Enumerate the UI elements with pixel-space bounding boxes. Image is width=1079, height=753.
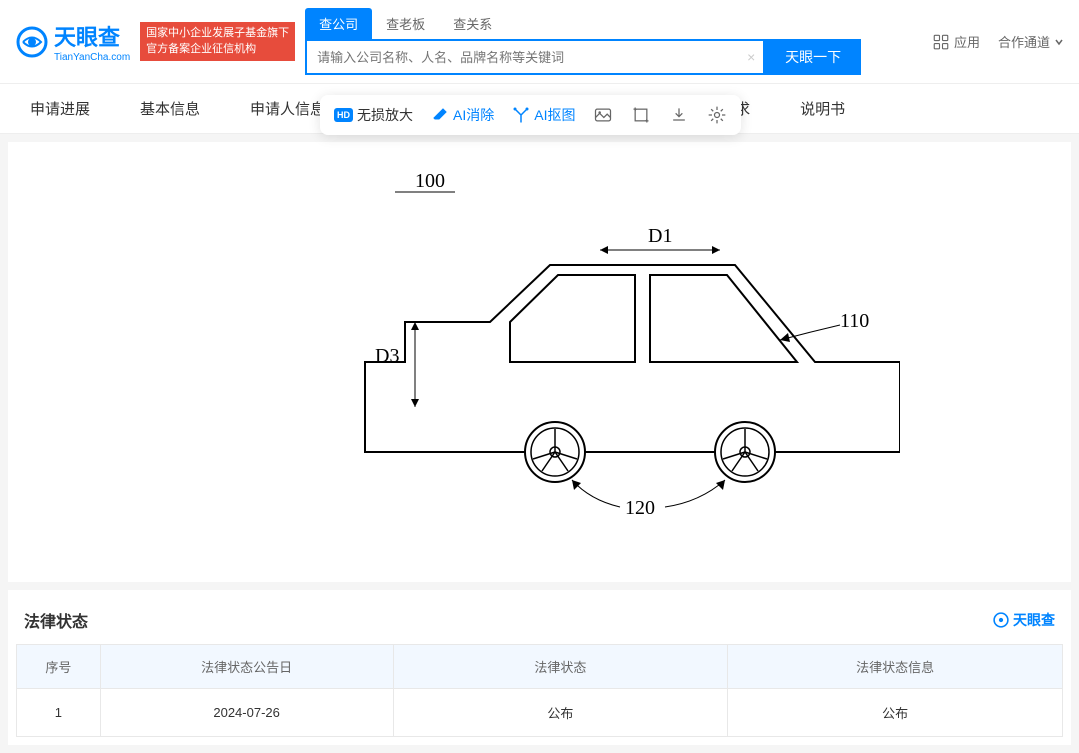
cooperation-label: 合作通道 <box>998 32 1050 51</box>
watermark-logo: 天眼查 <box>992 610 1055 630</box>
cell-date: 2024-07-26 <box>100 689 393 737</box>
content-panel: 100 D1 D3 110 <box>8 142 1071 582</box>
tool-cutout[interactable]: AI抠图 <box>512 105 575 125</box>
apps-icon <box>932 33 950 51</box>
download-icon <box>669 105 689 125</box>
crop-icon <box>631 105 651 125</box>
apps-link[interactable]: 应用 <box>932 32 980 51</box>
badge-line2: 官方备案企业征信机构 <box>146 42 289 57</box>
tab-spec[interactable]: 说明书 <box>800 98 845 133</box>
hd-icon: HD <box>334 108 353 122</box>
badge-line1: 国家中小企业发展子基金旗下 <box>146 26 289 41</box>
diagram-label-100: 100 <box>415 170 445 192</box>
top-bar: 天眼查 TianYanCha.com 国家中小企业发展子基金旗下 官方备案企业征… <box>0 0 1079 84</box>
diagram-label-d1: D1 <box>648 225 672 247</box>
search-tabs: 查公司 查老板 查关系 <box>305 8 861 39</box>
watermark-icon <box>992 611 1010 629</box>
image-toolbar: HD 无损放大 AI消除 AI抠图 <box>320 95 741 135</box>
search-tab-boss[interactable]: 查老板 <box>372 8 439 39</box>
legal-status-table: 序号 法律状态公告日 法律状态 法律状态信息 1 2024-07-26 公布 公… <box>16 644 1063 737</box>
tool-download[interactable] <box>669 105 689 125</box>
diagram-label-d3: D3 <box>375 345 399 367</box>
cell-status: 公布 <box>393 689 728 737</box>
tool-enlarge-label: 无损放大 <box>357 105 413 125</box>
chevron-down-icon <box>1054 37 1064 47</box>
search-area: 查公司 查老板 查关系 × 天眼一下 <box>305 8 861 75</box>
clear-icon[interactable]: × <box>737 39 765 75</box>
col-date: 法律状态公告日 <box>100 645 393 689</box>
cutout-icon <box>512 106 530 124</box>
col-status: 法律状态 <box>393 645 728 689</box>
tool-settings[interactable] <box>707 105 727 125</box>
logo[interactable]: 天眼查 TianYanCha.com <box>15 20 130 63</box>
tab-applicant[interactable]: 申请人信息 <box>250 98 325 133</box>
wheel-front <box>525 422 585 482</box>
patent-diagram: 100 D1 D3 110 <box>180 162 900 522</box>
apps-label: 应用 <box>954 32 980 51</box>
diagram-label-110: 110 <box>840 310 869 332</box>
wheel-rear <box>715 422 775 482</box>
tool-cutout-label: AI抠图 <box>534 105 575 125</box>
search-tab-company[interactable]: 查公司 <box>305 8 372 39</box>
col-info: 法律状态信息 <box>728 645 1063 689</box>
official-badge: 国家中小企业发展子基金旗下 官方备案企业征信机构 <box>140 22 295 61</box>
col-seq: 序号 <box>17 645 101 689</box>
diagram-label-120: 120 <box>625 497 655 519</box>
tool-enlarge[interactable]: HD 无损放大 <box>334 105 413 125</box>
logo-subtext: TianYanCha.com <box>54 52 130 63</box>
tab-basic[interactable]: 基本信息 <box>140 98 200 133</box>
search-tab-relation[interactable]: 查关系 <box>439 8 506 39</box>
tool-erase[interactable]: AI消除 <box>431 105 494 125</box>
watermark-text: 天眼查 <box>1013 610 1055 630</box>
eraser-icon <box>431 106 449 124</box>
legal-status-section: 法律状态 天眼查 序号 法律状态公告日 法律状态 法律状态信息 1 2024-0… <box>8 590 1071 745</box>
tool-crop[interactable] <box>631 105 651 125</box>
legal-status-title: 法律状态 <box>24 608 88 632</box>
search-button[interactable]: 天眼一下 <box>765 39 861 75</box>
cell-info: 公布 <box>728 689 1063 737</box>
search-input[interactable] <box>305 39 765 75</box>
logo-text: 天眼查 <box>54 20 130 52</box>
tab-progress[interactable]: 申请进展 <box>30 98 90 133</box>
tool-erase-label: AI消除 <box>453 105 494 125</box>
table-row: 1 2024-07-26 公布 公布 <box>17 689 1063 737</box>
cell-seq: 1 <box>17 689 101 737</box>
tool-image[interactable] <box>593 105 613 125</box>
patent-diagram-wrap: 100 D1 D3 110 <box>38 152 1041 552</box>
image-icon <box>593 105 613 125</box>
gear-icon <box>707 105 727 125</box>
cooperation-link[interactable]: 合作通道 <box>998 32 1064 51</box>
logo-icon <box>15 25 49 59</box>
top-right-menu: 应用 合作通道 <box>932 32 1064 51</box>
